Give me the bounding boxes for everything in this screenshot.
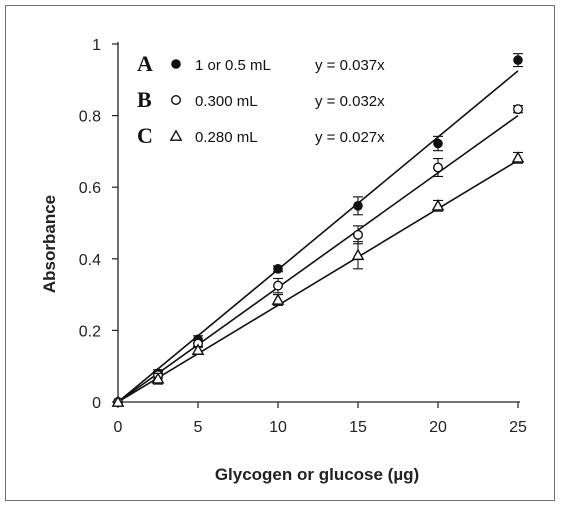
data-point-a	[433, 138, 443, 149]
legend-letter-a: A	[137, 51, 153, 76]
data-point-c	[111, 395, 125, 407]
calibration-chart: 0 5 10 15 20 25 0 0.2 0.4 0.6 0.8 1 A 1 or 0.5 mL y =…	[40, 37, 527, 484]
data-point-c	[431, 199, 445, 211]
x-tick-label: 15	[349, 419, 367, 436]
x-axis-label: Glycogen or glucose (µg)	[215, 465, 419, 484]
legend: A 1 or 0.5 mL y = 0.037x B 0.300 mL y = 0.032…	[137, 51, 385, 148]
fit-line-a	[117, 70, 519, 403]
x-tick-label: 20	[429, 419, 447, 436]
data-point-a	[273, 264, 283, 274]
legend-label-b: 0.300 mL	[195, 93, 258, 110]
legend-equation-b: y = 0.032x	[315, 93, 385, 110]
fit-line-b	[117, 114, 519, 403]
y-tick-label: 1	[92, 37, 101, 54]
data-point-c	[191, 343, 205, 355]
data-point-b	[513, 104, 524, 115]
data-point-a	[513, 55, 523, 65]
data-markers	[111, 53, 525, 408]
data-point-a	[353, 201, 363, 211]
x-tick-label: 10	[269, 419, 287, 436]
axes	[112, 42, 520, 408]
data-point-c	[351, 248, 365, 261]
x-tick-label: 0	[114, 419, 123, 436]
data-point-c	[271, 293, 285, 305]
fit-line-c	[117, 159, 519, 403]
data-point-c	[151, 372, 165, 384]
data-point-b	[433, 162, 444, 173]
data-point-b	[353, 229, 364, 240]
y-tick-label: 0.4	[79, 252, 101, 269]
legend-equation-a: y = 0.037x	[315, 57, 385, 74]
y-tick-label: 0	[92, 395, 101, 412]
chart-frame: 0 5 10 15 20 25 0 0.2 0.4 0.6 0.8 1 A 1 or 0.5 mL y =…	[5, 5, 555, 501]
legend-label-a: 1 or 0.5 mL	[195, 57, 271, 74]
y-tick-label: 0.2	[79, 323, 101, 340]
legend-label-c: 0.280 mL	[195, 129, 258, 146]
legend-marker-c	[169, 129, 183, 141]
legend-marker-b	[170, 94, 181, 105]
y-axis-label: Absorbance	[40, 195, 59, 293]
legend-letter-c: C	[137, 123, 153, 148]
legend-letter-b: B	[137, 87, 152, 112]
legend-equation-c: y = 0.027x	[315, 129, 385, 146]
fit-lines	[117, 70, 519, 403]
data-point-b	[273, 280, 284, 291]
data-point-c	[511, 151, 525, 163]
x-tick-label: 5	[194, 419, 203, 436]
x-tick-label: 25	[509, 419, 527, 436]
tick-labels: 0 5 10 15 20 25 0 0.2 0.4 0.6 0.8 1	[79, 37, 527, 436]
y-tick-label: 0.6	[79, 180, 101, 197]
y-tick-label: 0.8	[79, 109, 101, 126]
legend-marker-a	[171, 59, 181, 69]
